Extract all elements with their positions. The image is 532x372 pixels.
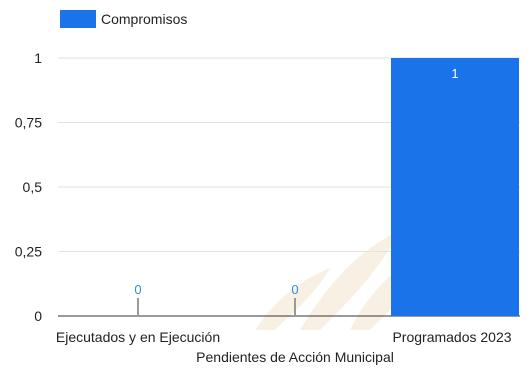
data-label: 0 <box>291 282 298 297</box>
y-tick-label: 0,75 <box>15 115 42 131</box>
legend-label: Compromisos <box>101 11 187 27</box>
data-labels: 0 0 1 <box>134 66 458 297</box>
y-axis-ticks: 0 0,25 0,5 0,75 1 <box>15 50 42 324</box>
data-label: 1 <box>451 66 458 81</box>
x-category-label: Ejecutados y en Ejecución <box>56 329 220 345</box>
y-tick-label: 0 <box>34 308 42 324</box>
bar[interactable] <box>391 58 519 316</box>
legend[interactable]: Compromisos <box>60 10 187 28</box>
x-category-label: Pendientes de Acción Municipal <box>196 349 394 365</box>
bars <box>137 58 519 316</box>
data-label: 0 <box>134 282 141 297</box>
legend-swatch <box>60 10 96 28</box>
y-tick-label: 0,25 <box>15 244 42 260</box>
y-tick-label: 1 <box>34 50 42 66</box>
x-category-label: Programados 2023 <box>392 329 511 345</box>
x-axis-categories: Ejecutados y en Ejecución Pendientes de A… <box>56 329 512 365</box>
y-tick-label: 0,5 <box>23 179 43 195</box>
